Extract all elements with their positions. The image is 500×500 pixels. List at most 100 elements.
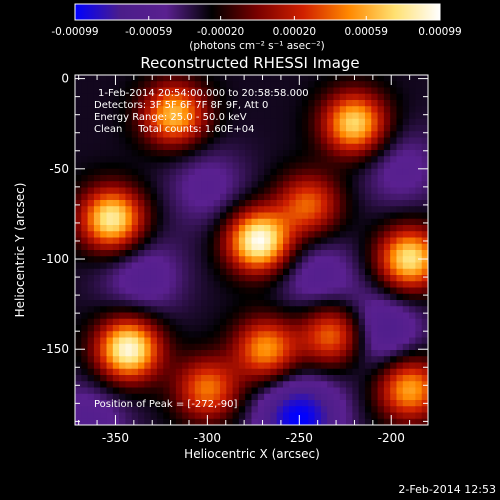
heatmap-cell xyxy=(100,112,107,120)
heatmap-cell xyxy=(415,418,423,426)
heatmap-cell xyxy=(119,362,126,370)
heatmap-cell xyxy=(75,243,82,251)
heatmap-cell xyxy=(81,131,88,138)
heatmap-cell xyxy=(125,81,133,88)
heatmap-cell xyxy=(339,225,347,232)
heatmap-cell xyxy=(364,131,372,138)
heatmap-cell xyxy=(257,362,265,370)
heatmap-cell xyxy=(352,300,360,307)
heatmap-cell xyxy=(415,325,423,332)
heatmap-cell xyxy=(383,337,391,345)
heatmap-cell xyxy=(415,168,423,176)
heatmap-cell xyxy=(301,156,309,163)
heatmap-cell xyxy=(138,237,145,245)
heatmap-cell xyxy=(81,306,88,313)
heatmap-cell xyxy=(364,362,372,370)
heatmap-cell xyxy=(213,406,221,413)
heatmap-cell xyxy=(371,318,378,326)
heatmap-cell xyxy=(188,231,196,238)
heatmap-cell xyxy=(169,75,177,82)
heatmap-cell xyxy=(352,400,360,407)
heatmap-cell xyxy=(100,256,107,263)
heatmap-cell xyxy=(156,406,164,413)
heatmap-cell xyxy=(257,231,265,238)
heatmap-cell xyxy=(245,175,252,182)
heatmap-cell xyxy=(226,131,233,138)
heatmap-cell xyxy=(131,393,139,401)
heatmap-cell xyxy=(125,381,133,388)
heatmap-cell xyxy=(402,256,410,263)
heatmap-cell xyxy=(295,93,303,101)
heatmap-cell xyxy=(371,112,378,120)
heatmap-cell xyxy=(295,243,303,251)
heatmap-cell xyxy=(409,275,416,282)
heatmap-cell xyxy=(402,75,410,82)
heatmap-cell xyxy=(257,368,265,376)
heatmap-cell xyxy=(169,150,177,157)
heatmap-cell xyxy=(396,343,404,351)
heatmap-cell xyxy=(390,343,397,351)
heatmap-cell xyxy=(346,137,353,145)
heatmap-cell xyxy=(119,162,126,170)
heatmap-cell xyxy=(201,106,208,113)
heatmap-cell xyxy=(276,293,284,301)
heatmap-cell xyxy=(81,93,88,101)
heatmap-cell xyxy=(182,112,189,120)
heatmap-cell xyxy=(175,318,183,326)
heatmap-cell xyxy=(188,187,196,195)
heatmap-cell xyxy=(257,125,265,132)
heatmap-cell xyxy=(276,268,284,276)
heatmap-cell xyxy=(245,193,252,201)
heatmap-cell xyxy=(87,175,95,182)
heatmap-cell xyxy=(415,343,423,351)
heatmap-cell xyxy=(213,118,221,126)
heatmap-cell xyxy=(264,243,271,251)
heatmap-cell xyxy=(308,225,315,232)
heatmap-cell xyxy=(232,112,240,120)
heatmap-cell xyxy=(245,237,252,245)
heatmap-cell xyxy=(264,168,271,176)
heatmap-cell xyxy=(138,162,145,170)
heatmap-cell xyxy=(169,125,177,132)
heatmap-cell xyxy=(194,400,202,407)
heatmap-cell xyxy=(188,393,196,401)
heatmap-cell xyxy=(327,106,334,113)
heatmap-cell xyxy=(301,131,309,138)
heatmap-cell xyxy=(188,106,196,113)
heatmap-cell xyxy=(238,318,246,326)
heatmap-cell xyxy=(131,275,139,282)
heatmap-cell xyxy=(93,356,101,363)
heatmap-cell xyxy=(396,368,404,376)
heatmap-cell xyxy=(106,375,114,382)
heatmap-cell xyxy=(364,287,372,295)
heatmap-cell xyxy=(201,168,208,176)
heatmap-cell xyxy=(270,275,278,282)
heatmap-cell xyxy=(112,381,120,388)
heatmap-cell xyxy=(289,218,297,226)
heatmap-cell xyxy=(333,243,341,251)
heatmap-cell xyxy=(131,87,139,95)
heatmap-cell xyxy=(232,231,240,238)
heatmap-cell xyxy=(226,218,233,226)
heatmap-cell xyxy=(390,293,397,301)
heatmap-cell xyxy=(390,206,397,213)
heatmap-cell xyxy=(295,143,303,151)
heatmap-cell xyxy=(270,118,278,126)
heatmap-cell xyxy=(213,275,221,282)
heatmap-cell xyxy=(100,75,107,82)
heatmap-cell xyxy=(182,362,189,370)
heatmap-cell xyxy=(358,368,366,376)
heatmap-cell xyxy=(175,293,183,301)
heatmap-cell xyxy=(402,412,410,420)
heatmap-cell xyxy=(232,381,240,388)
heatmap-cell xyxy=(327,337,334,345)
heatmap-cell xyxy=(289,393,297,401)
heatmap-cell xyxy=(377,231,385,238)
heatmap-cell xyxy=(409,343,416,351)
heatmap-cell xyxy=(163,300,170,307)
heatmap-cell xyxy=(320,206,328,213)
heatmap-cell xyxy=(131,200,139,207)
heatmap-cell xyxy=(377,218,385,226)
heatmap-cell xyxy=(352,181,360,188)
heatmap-cell xyxy=(257,375,265,382)
